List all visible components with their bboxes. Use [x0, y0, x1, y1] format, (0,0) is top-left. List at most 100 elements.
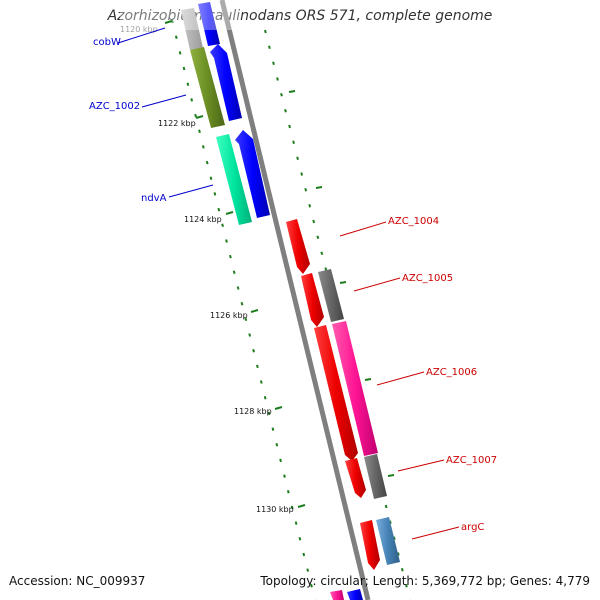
svg-text:AZC_1007: AZC_1007 — [446, 455, 497, 466]
track-minor-tick — [315, 186, 323, 189]
track-dot — [312, 219, 316, 224]
feature-ndva-teal — [216, 134, 252, 225]
kbp-label-1126: 1126 kbp — [210, 311, 248, 320]
svg-text:AZC_1002: AZC_1002 — [89, 101, 140, 112]
track-dot — [256, 364, 259, 369]
track-dot — [252, 348, 255, 353]
kbp-tick-1122: 1122 kbp — [158, 115, 204, 128]
track-dot — [272, 61, 275, 65]
kbp-tick-1128: 1128 kbp — [234, 406, 283, 416]
track-dot — [384, 504, 388, 509]
track-dot — [190, 98, 194, 102]
track-dot — [174, 35, 178, 39]
feature-argc-steel — [376, 517, 400, 565]
track-dot — [279, 458, 282, 463]
feature-red-5 — [360, 520, 380, 570]
track-dot — [229, 254, 232, 259]
track-minor-tick — [339, 281, 347, 284]
track-dot — [236, 286, 240, 290]
feature-blue-2 — [210, 44, 242, 121]
track-dot — [286, 490, 290, 494]
track-dot — [290, 505, 294, 510]
kbp-label-1120: 1120 kbp — [120, 25, 158, 34]
track-dot — [400, 568, 404, 572]
genome-backbone — [219, 0, 371, 600]
track-dot — [320, 251, 324, 255]
gene-label-ndva[interactable]: ndvA — [141, 184, 214, 204]
kbp-label-1122: 1122 kbp — [158, 119, 196, 128]
track-dot — [217, 207, 221, 212]
track-dot — [209, 176, 213, 181]
track-dot — [280, 93, 283, 97]
gene-label-azc1005[interactable]: AZC_1005 — [353, 273, 453, 292]
track-dot — [284, 108, 287, 113]
track-minor-tick — [288, 90, 296, 93]
track-dot — [178, 51, 182, 55]
gene-label-azc1002[interactable]: AZC_1002 — [89, 94, 187, 112]
feature-azc1006-pink — [332, 321, 378, 456]
track-minor-tick — [364, 378, 372, 381]
track-dot — [186, 82, 190, 86]
track-dot — [264, 29, 267, 34]
gene-label-cobw[interactable]: cobW — [93, 27, 166, 48]
track-dot — [171, 19, 174, 24]
track-dot — [298, 537, 302, 541]
genome-summary-text: Topology: circular; Length: 5,369,772 bp… — [260, 574, 590, 588]
gene-label-azc1004[interactable]: AZC_1004 — [339, 216, 439, 237]
track-dot — [276, 77, 279, 81]
svg-text:cobW: cobW — [93, 37, 121, 48]
kbp-tick-1120: 1120 kbp — [120, 20, 173, 34]
svg-text:AZC_1004: AZC_1004 — [388, 216, 439, 227]
track-dot — [198, 129, 201, 133]
track-dot — [244, 317, 248, 322]
track-dot — [405, 583, 408, 588]
track-dot — [300, 172, 304, 176]
track-dot — [308, 203, 312, 208]
track-dot — [240, 301, 244, 306]
kbp-tick-1130: 1130 kbp — [256, 504, 306, 514]
feature-blue-bottom — [347, 589, 363, 600]
track-dot — [296, 156, 299, 160]
kbp-label-1128: 1128 kbp — [234, 407, 272, 416]
track-dot — [182, 66, 186, 71]
track-dot — [232, 270, 236, 275]
track-dot — [268, 45, 271, 50]
svg-text:AZC_1005: AZC_1005 — [402, 273, 453, 284]
track-dot — [271, 427, 275, 431]
track-dot — [306, 568, 310, 572]
accession-text: Accession: NC_009937 — [9, 574, 146, 588]
gene-label-argc[interactable]: argC — [411, 522, 484, 540]
kbp-label-1124: 1124 kbp — [184, 215, 222, 224]
track-dot — [275, 442, 279, 447]
track-minor-tick — [387, 474, 395, 477]
track-dot — [396, 552, 400, 556]
feature-blue-3 — [235, 130, 270, 218]
kbp-tick-1124: 1124 kbp — [184, 211, 234, 224]
svg-text:ndvA: ndvA — [141, 193, 167, 204]
track-dot — [248, 333, 252, 337]
track-dot — [283, 474, 286, 478]
track-dot — [324, 267, 328, 271]
track-dot — [263, 395, 267, 400]
track-dot — [213, 192, 217, 196]
gene-label-azc1007[interactable]: AZC_1007 — [397, 455, 497, 472]
svg-text:AZC_1006: AZC_1006 — [426, 367, 477, 378]
feature-pink-bottom — [330, 590, 344, 600]
kbp-label-1130: 1130 kbp — [256, 505, 294, 514]
feature-azc1007-grey — [364, 454, 387, 499]
track-dot — [392, 536, 396, 540]
feature-azc1004-red — [286, 219, 310, 274]
track-dot — [267, 411, 271, 416]
feature-cobw-blue — [198, 2, 220, 46]
track-dot — [201, 145, 205, 149]
feature-grey-top — [181, 8, 203, 50]
track-dot — [294, 521, 298, 525]
svg-text:argC: argC — [461, 522, 484, 533]
track-dot — [259, 380, 263, 384]
track-dot — [316, 235, 320, 240]
track-dot — [194, 113, 197, 118]
feature-red-2 — [301, 273, 324, 327]
gene-label-azc1006[interactable]: AZC_1006 — [376, 367, 477, 386]
track-dot — [292, 140, 295, 145]
